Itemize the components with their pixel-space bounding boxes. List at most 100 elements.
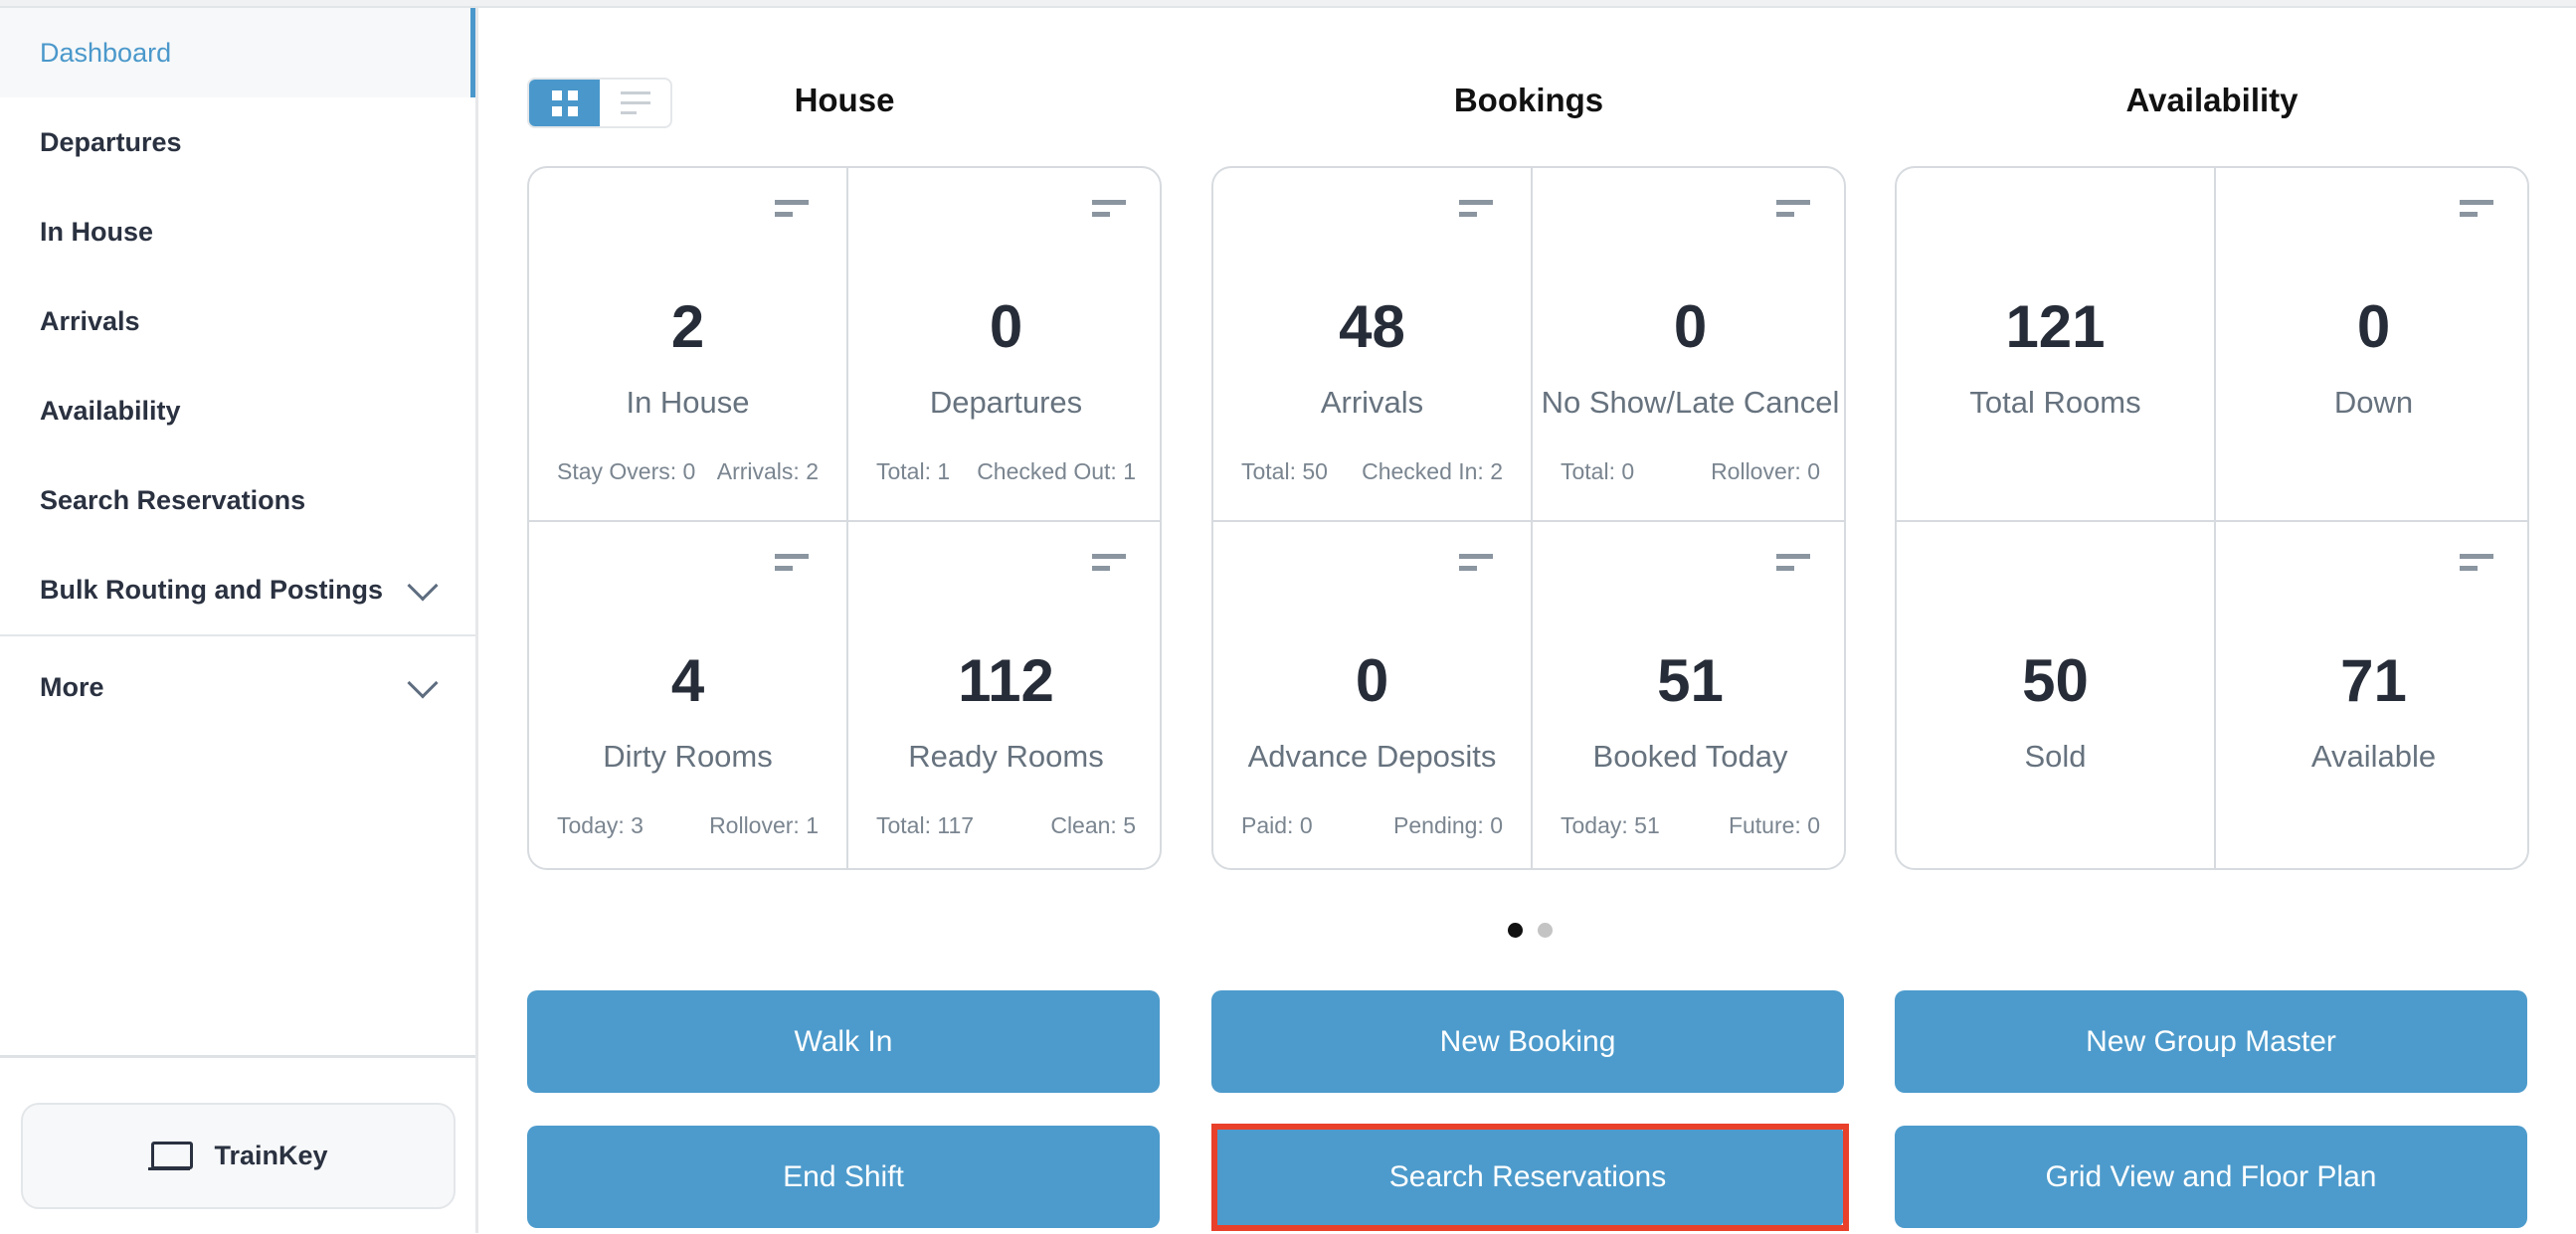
stat-value: 0 bbox=[1673, 293, 1708, 360]
group-title: Availability bbox=[2125, 82, 2299, 118]
filter-icon[interactable] bbox=[2460, 554, 2493, 574]
stat-details: Total: 50 Checked In: 2 bbox=[1241, 458, 1503, 485]
sidebar-item-availability[interactable]: Availability bbox=[0, 366, 475, 455]
stat-detail: Today: 51 bbox=[1561, 812, 1660, 838]
filter-icon[interactable] bbox=[1092, 200, 1126, 220]
stat-tile[interactable]: 2 In House Stay Overs: 0 Arrivals: 2 bbox=[529, 168, 846, 520]
stat-value: 121 bbox=[2005, 293, 2106, 360]
stat-detail: Stay Overs: 0 bbox=[557, 458, 696, 484]
stat-detail: Paid: 0 bbox=[1241, 812, 1313, 838]
stat-value: 4 bbox=[670, 647, 705, 714]
stat-detail: Total: 117 bbox=[876, 812, 975, 838]
stat-detail: Arrivals: 2 bbox=[716, 458, 819, 484]
walk-in-button[interactable]: Walk In bbox=[527, 990, 1160, 1093]
card-house: 2 In House Stay Overs: 0 Arrivals: 2 0 Depart… bbox=[527, 166, 1162, 870]
stat-value: 112 bbox=[958, 647, 1054, 714]
filter-icon[interactable] bbox=[1459, 554, 1493, 574]
stat-tile[interactable]: 112 Ready Rooms Total: 117 Clean: 5 bbox=[846, 520, 1160, 868]
stat-value: 0 bbox=[1355, 647, 1389, 714]
stat-tile[interactable]: 50 Sold bbox=[1897, 520, 2214, 868]
chevron-down-icon[interactable] bbox=[407, 570, 439, 602]
stat-tile[interactable]: 51 Booked Today Today: 51 Future: 0 bbox=[1531, 520, 1844, 868]
stat-label: Arrivals bbox=[1320, 385, 1424, 420]
stat-value: 0 bbox=[2356, 293, 2391, 360]
stat-label: Ready Rooms bbox=[908, 739, 1104, 774]
stat-label: Available bbox=[2310, 739, 2437, 774]
stat-label: Down bbox=[2333, 385, 2414, 420]
filter-icon[interactable] bbox=[775, 200, 809, 220]
filter-icon[interactable] bbox=[2460, 200, 2493, 220]
stat-tile[interactable]: 0 Departures Total: 1 Checked Out: 1 bbox=[846, 168, 1160, 520]
stat-value: 50 bbox=[2022, 647, 2089, 714]
search-reservations-button[interactable]: Search Reservations bbox=[1211, 1126, 1844, 1228]
stat-detail: Total: 50 bbox=[1241, 458, 1328, 484]
filter-icon[interactable] bbox=[775, 554, 809, 574]
chevron-down-icon[interactable] bbox=[407, 667, 439, 699]
stat-details: Total: 1 Checked Out: 1 bbox=[876, 458, 1136, 485]
sidebar-item-arrivals[interactable]: Arrivals bbox=[0, 276, 475, 366]
sidebar-item-label: More bbox=[40, 671, 104, 702]
sidebar-divider bbox=[0, 634, 475, 636]
stat-tile[interactable]: 121 Total Rooms bbox=[1897, 168, 2214, 520]
stat-value: 2 bbox=[670, 293, 705, 360]
stat-details: Today: 3 Rollover: 1 bbox=[557, 812, 819, 839]
sidebar-item-label: In House bbox=[40, 216, 154, 247]
filter-icon[interactable] bbox=[1776, 200, 1810, 220]
sidebar-item-label: Availability bbox=[40, 395, 181, 426]
list-view-button[interactable] bbox=[600, 80, 670, 126]
group-title: Bookings bbox=[1453, 82, 1604, 118]
stat-tile[interactable]: 0 Advance Deposits Paid: 0 Pending: 0 bbox=[1213, 520, 1531, 868]
grid-view-and-floor-plan-button[interactable]: Grid View and Floor Plan bbox=[1895, 1126, 2527, 1228]
stat-detail: Future: 0 bbox=[1728, 812, 1820, 838]
laptop-icon bbox=[148, 1141, 194, 1171]
sidebar-item-dashboard[interactable]: Dashboard bbox=[0, 8, 475, 97]
stat-detail: Total: 0 bbox=[1561, 458, 1635, 484]
filter-icon[interactable] bbox=[1092, 554, 1126, 574]
stat-label: Dirty Rooms bbox=[603, 739, 773, 774]
stat-tile[interactable]: 0 Down bbox=[2214, 168, 2527, 520]
stat-tile[interactable]: 48 Arrivals Total: 50 Checked In: 2 bbox=[1213, 168, 1531, 520]
stat-value: 51 bbox=[1657, 647, 1724, 714]
group-title: House bbox=[794, 82, 895, 118]
sidebar-item-more[interactable]: More bbox=[0, 642, 475, 732]
stat-label: In House bbox=[626, 385, 750, 420]
filter-icon[interactable] bbox=[1776, 554, 1810, 574]
card-availability: 121 Total Rooms 0 Down 50 Sold 71 Available bbox=[1895, 166, 2529, 870]
sidebar-item-departures[interactable]: Departures bbox=[0, 97, 475, 187]
sidebar-item-label: Search Reservations bbox=[40, 484, 306, 515]
stat-detail: Checked In: 2 bbox=[1362, 458, 1503, 484]
stat-detail: Pending: 0 bbox=[1393, 812, 1503, 838]
new-booking-button[interactable]: New Booking bbox=[1211, 990, 1844, 1093]
grid-icon bbox=[551, 89, 578, 116]
filter-icon[interactable] bbox=[1459, 200, 1493, 220]
stat-label: Booked Today bbox=[1592, 739, 1788, 774]
stat-label: Departures bbox=[929, 385, 1083, 420]
stat-label: Total Rooms bbox=[1969, 385, 2141, 420]
grid-view-button[interactable] bbox=[529, 80, 600, 126]
stat-detail: Rollover: 1 bbox=[709, 812, 819, 838]
stat-details: Today: 51 Future: 0 bbox=[1561, 812, 1820, 839]
stat-value: 48 bbox=[1339, 293, 1405, 360]
end-shift-button[interactable]: End Shift bbox=[527, 1126, 1160, 1228]
stat-details: Paid: 0 Pending: 0 bbox=[1241, 812, 1503, 839]
pager-dot-1[interactable] bbox=[1508, 923, 1523, 938]
stat-details: Stay Overs: 0 Arrivals: 2 bbox=[557, 458, 819, 485]
stat-detail: Checked Out: 1 bbox=[977, 458, 1136, 484]
stat-detail: Total: 1 bbox=[876, 458, 951, 484]
sidebar-item-search-reservations[interactable]: Search Reservations bbox=[0, 455, 475, 545]
sidebar-item-label: Departures bbox=[40, 126, 182, 157]
view-toggle bbox=[527, 78, 672, 128]
sidebar-item-label: Arrivals bbox=[40, 305, 140, 336]
new-group-master-button[interactable]: New Group Master bbox=[1895, 990, 2527, 1093]
stat-tile[interactable]: 71 Available bbox=[2214, 520, 2527, 868]
pager-dot-2[interactable] bbox=[1538, 923, 1553, 938]
stat-details: Total: 117 Clean: 5 bbox=[876, 812, 1136, 839]
sidebar-item-bulk-routing-and-postings[interactable]: Bulk Routing and Postings bbox=[0, 545, 475, 634]
trainkey-button[interactable]: TrainKey bbox=[21, 1103, 456, 1209]
stat-detail: Clean: 5 bbox=[1050, 812, 1136, 838]
sidebar-item-in-house[interactable]: In House bbox=[0, 187, 475, 276]
sidebar-footer: TrainKey bbox=[0, 1055, 475, 1234]
sidebar-item-label: Bulk Routing and Postings bbox=[40, 574, 383, 605]
stat-tile[interactable]: 4 Dirty Rooms Today: 3 Rollover: 1 bbox=[529, 520, 846, 868]
stat-tile[interactable]: 0 No Show/Late Cancel Total: 0 Rollover: 0 bbox=[1531, 168, 1844, 520]
